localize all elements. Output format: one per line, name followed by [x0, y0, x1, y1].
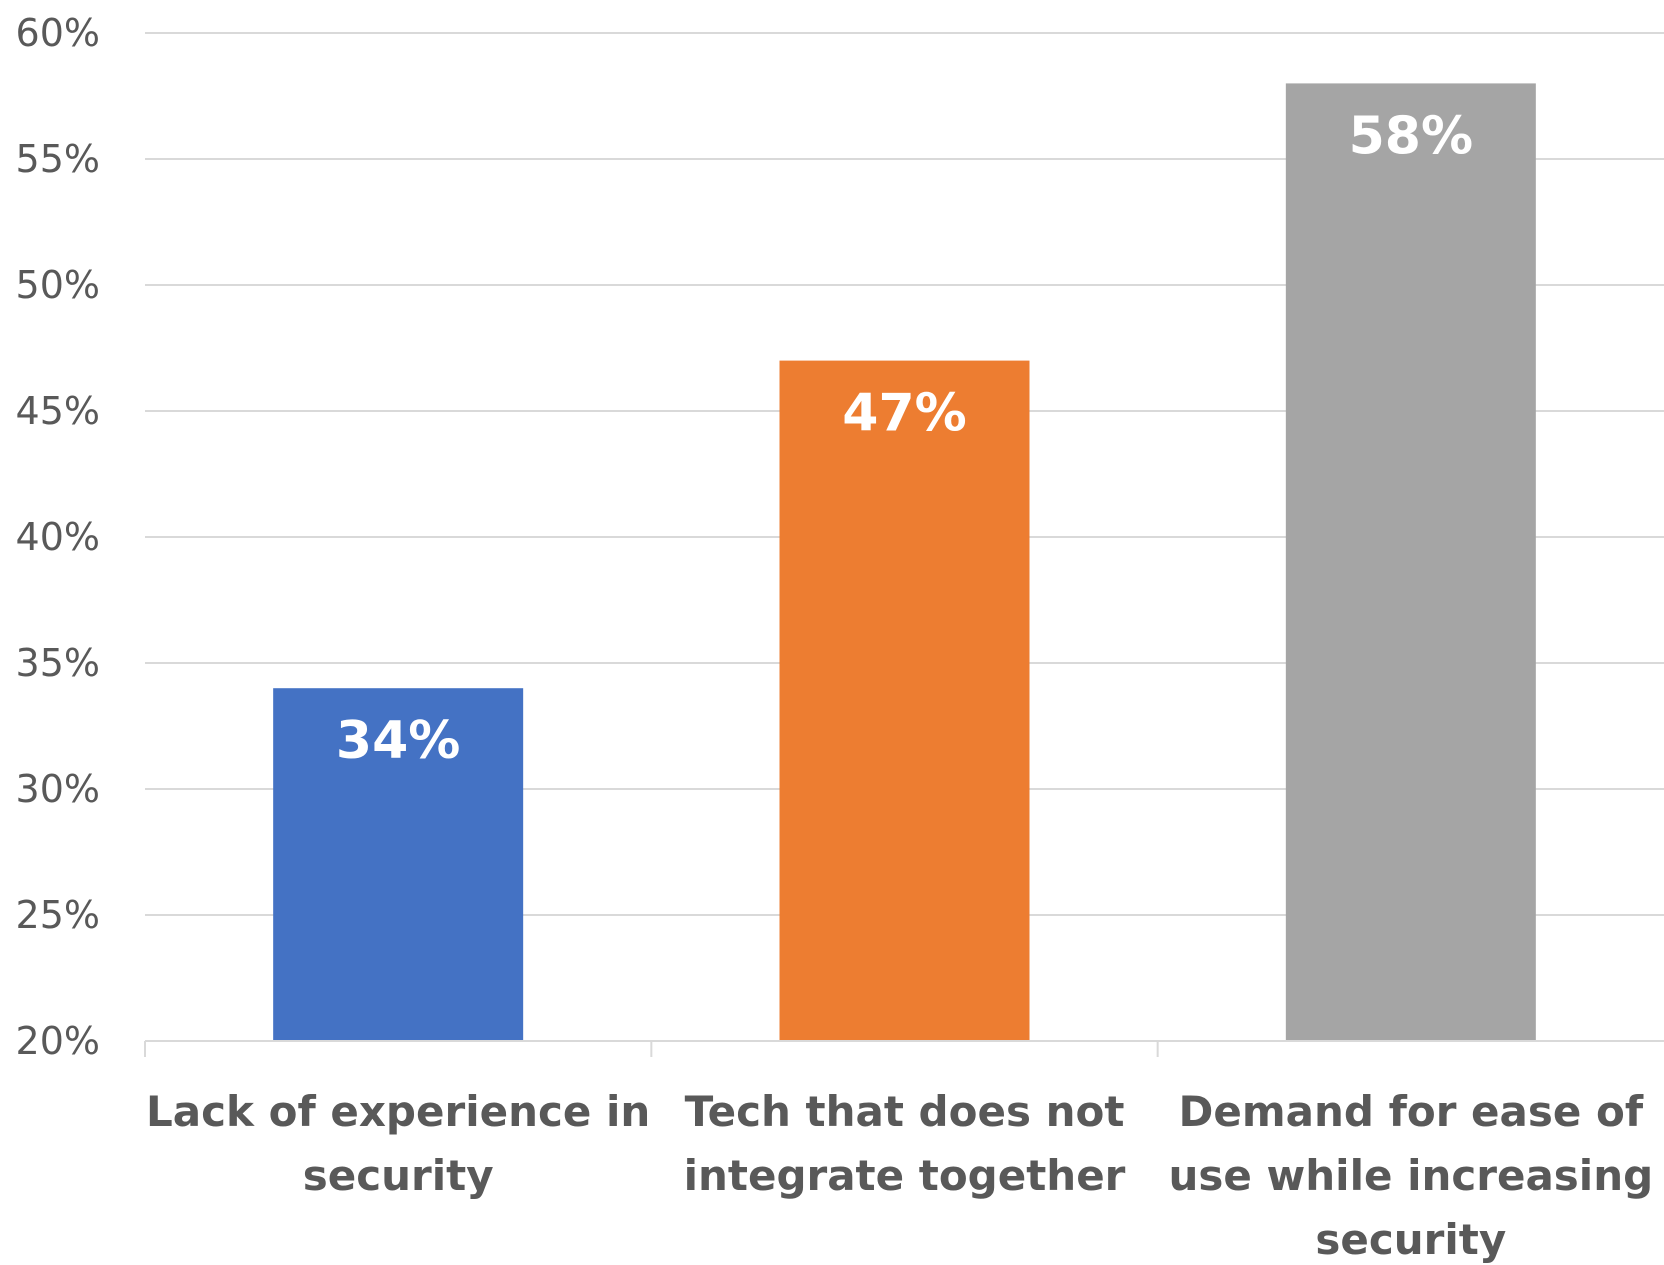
category-label-line: security	[1315, 1215, 1506, 1264]
y-tick-label: 20%	[16, 1019, 100, 1063]
bars	[273, 83, 1536, 1042]
x-axis-category-labels: Lack of experience in security Tech that d…	[146, 1087, 1653, 1264]
data-labels: 34% 47% 58%	[336, 106, 1473, 771]
bar	[273, 688, 524, 1041]
category-label-line: Demand for ease of	[1179, 1087, 1644, 1136]
category-label-line: Tech that does not	[685, 1087, 1125, 1136]
y-tick-label: 55%	[16, 137, 100, 181]
category-label: Tech that does not integrate together	[684, 1087, 1126, 1200]
bar	[1285, 83, 1536, 1041]
y-tick-label: 45%	[16, 389, 100, 433]
category-label-line: security	[303, 1151, 494, 1200]
category-label-line: integrate together	[684, 1151, 1126, 1200]
category-label-line: Lack of experience in	[146, 1087, 650, 1136]
category-label-line: use while increasing	[1168, 1151, 1653, 1200]
bar	[779, 360, 1030, 1042]
y-tick-label: 50%	[16, 263, 100, 307]
data-label: 34%	[336, 711, 460, 771]
y-tick-label: 40%	[16, 515, 100, 559]
data-label: 58%	[1349, 106, 1473, 166]
y-tick-label: 30%	[16, 767, 100, 811]
data-label: 47%	[842, 384, 966, 444]
y-tick-label: 25%	[16, 893, 100, 937]
y-tick-label: 60%	[16, 11, 100, 55]
y-axis-tick-labels: 20% 25% 30% 35% 40% 45% 50% 55% 60%	[16, 11, 100, 1063]
category-label: Lack of experience in security	[146, 1087, 650, 1200]
category-label: Demand for ease of use while increasing se…	[1168, 1087, 1653, 1264]
y-tick-label: 35%	[16, 641, 100, 685]
x-axis	[144, 1040, 1664, 1057]
